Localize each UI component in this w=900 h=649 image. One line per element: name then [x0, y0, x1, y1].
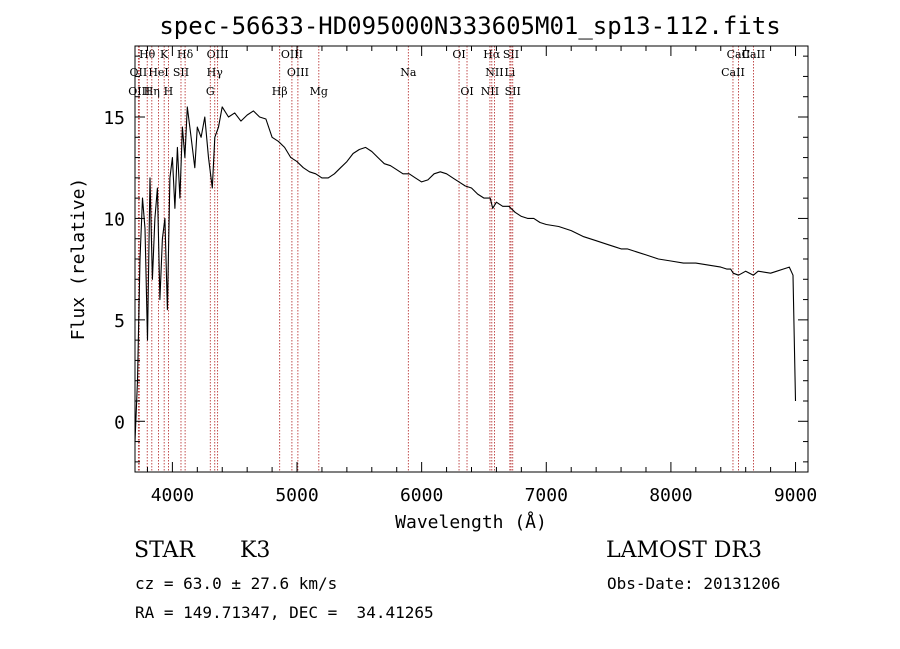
y-tick-label: 15	[103, 108, 125, 129]
line-label: OII	[130, 66, 148, 79]
line-label: H	[164, 85, 174, 98]
line-label: Hδ	[177, 48, 194, 61]
line-label: OIII	[281, 48, 303, 61]
observation-date: Obs-Date: 20131206	[607, 574, 781, 593]
line-label: CaII	[742, 48, 766, 61]
y-tick-label: 5	[114, 311, 125, 332]
line-label: OI	[460, 85, 473, 98]
line-label: SII	[505, 85, 521, 98]
line-label: Na	[400, 66, 417, 79]
x-tick-label: 6000	[400, 485, 443, 506]
x-tick-label: 9000	[774, 485, 817, 506]
line-label: Mg	[310, 85, 328, 98]
spectral-subclass: K3	[240, 538, 271, 563]
line-label: G	[206, 85, 215, 98]
survey-name: LAMOST DR3	[606, 538, 762, 563]
x-tick-label: 4000	[151, 485, 194, 506]
line-label: NII	[485, 66, 503, 79]
line-label: K	[160, 48, 169, 61]
line-label: Hβ	[272, 85, 288, 98]
spectrum-line	[134, 106, 797, 442]
y-axis-label: Flux (relative)	[68, 178, 89, 341]
x-tick-label: 8000	[649, 485, 692, 506]
x-tick-label: 5000	[275, 485, 318, 506]
object-type: STAR	[134, 538, 195, 563]
line-label: Li	[504, 66, 515, 79]
line-label: CaII	[727, 48, 751, 61]
y-tick-label: 10	[103, 209, 125, 230]
redshift-velocity: cz = 63.0 ± 27.6 km/s	[135, 574, 338, 593]
line-label: Hγ	[207, 66, 224, 79]
line-label: SII	[503, 48, 519, 61]
y-tick-label: 0	[114, 412, 125, 433]
line-label: Hθ	[139, 48, 156, 61]
line-label: OI	[452, 48, 465, 61]
line-label: OIII	[207, 48, 229, 61]
ra-dec-coordinates: RA = 149.71347, DEC = 34.41265	[135, 603, 434, 622]
line-label: CaII	[721, 66, 745, 79]
line-label: HeI	[148, 66, 168, 79]
plot-frame	[134, 45, 809, 473]
line-label: Hα	[483, 48, 501, 61]
chart-title: spec-56633-HD095000N333605M01_sp13-112.f…	[159, 12, 780, 40]
line-label: OIII	[287, 66, 309, 79]
line-label: SII	[173, 66, 189, 79]
line-label: Hη	[144, 85, 160, 98]
line-label: NII	[481, 85, 499, 98]
x-axis-label: Wavelength (Å)	[395, 511, 547, 533]
x-tick-label: 7000	[525, 485, 568, 506]
line-label: OIII	[128, 85, 150, 98]
axis-ticks: 4000 5000 6000 7000 8000 9000 0 5 10 15	[103, 46, 817, 506]
